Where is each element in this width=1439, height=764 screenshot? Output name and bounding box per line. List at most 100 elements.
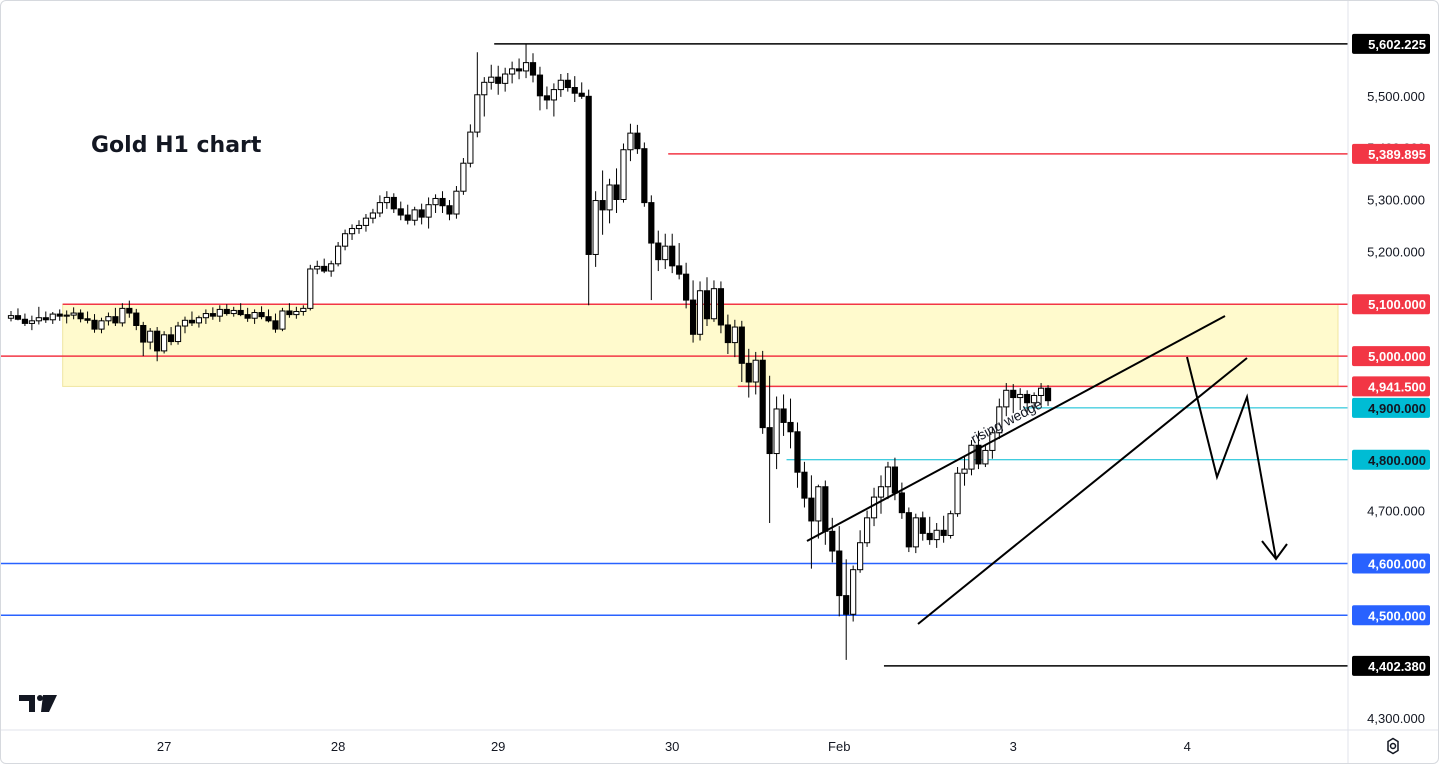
svg-text:5,100.000: 5,100.000 xyxy=(1368,297,1426,312)
candle xyxy=(843,559,850,660)
candle xyxy=(599,170,606,235)
candle xyxy=(147,328,154,350)
candle xyxy=(509,61,516,84)
candle xyxy=(724,314,731,355)
price-badge: 4,800.000 xyxy=(1352,449,1430,470)
candle xyxy=(474,52,481,138)
x-tick-label: 29 xyxy=(491,739,505,754)
candle xyxy=(975,430,982,470)
candle xyxy=(167,327,175,346)
svg-text:5,602.225: 5,602.225 xyxy=(1368,37,1426,52)
candle xyxy=(397,201,404,221)
candle xyxy=(425,197,432,229)
candle xyxy=(133,308,140,331)
candle xyxy=(731,319,738,358)
candle xyxy=(884,461,892,500)
candle xyxy=(237,303,244,317)
x-tick-label: 3 xyxy=(1010,739,1017,754)
candle xyxy=(954,467,961,517)
price-badge: 4,900.000 xyxy=(1352,397,1430,418)
candle xyxy=(174,321,182,345)
candle xyxy=(606,178,613,224)
candle xyxy=(877,475,885,514)
candle xyxy=(230,306,237,317)
tradingview-logo[interactable] xyxy=(19,695,57,712)
svg-text:4,800.000: 4,800.000 xyxy=(1368,453,1426,468)
candle xyxy=(244,307,251,322)
candle xyxy=(279,307,286,332)
candle xyxy=(794,422,801,488)
y-tick-label: 5,300.000 xyxy=(1367,193,1425,208)
candle xyxy=(801,461,808,508)
candle xyxy=(223,304,230,316)
candle xyxy=(314,260,321,275)
candle xyxy=(265,309,272,323)
candle xyxy=(703,277,711,327)
candle xyxy=(209,307,216,320)
candle xyxy=(905,507,912,553)
candle xyxy=(293,306,300,319)
candle xyxy=(752,351,759,395)
candle xyxy=(912,513,919,554)
candle xyxy=(933,523,940,548)
candle xyxy=(898,482,905,519)
candle xyxy=(119,303,126,327)
candle xyxy=(669,233,676,274)
candle xyxy=(383,191,390,209)
candle xyxy=(613,168,620,213)
candle xyxy=(745,348,752,398)
x-tick-label: 28 xyxy=(331,739,345,754)
candle xyxy=(300,305,307,316)
candle xyxy=(91,314,98,333)
candle xyxy=(286,303,293,318)
candle xyxy=(70,307,77,320)
candle xyxy=(863,510,871,547)
settings-icon[interactable] xyxy=(1387,737,1399,755)
candle xyxy=(63,310,70,324)
candle xyxy=(857,530,864,573)
candle xyxy=(585,89,592,306)
candle xyxy=(1031,392,1038,409)
candle xyxy=(926,516,933,545)
candle xyxy=(543,86,551,110)
candle xyxy=(98,317,105,334)
candle xyxy=(829,517,836,563)
candle xyxy=(717,281,725,334)
svg-text:5,000.000: 5,000.000 xyxy=(1368,349,1426,364)
candle xyxy=(188,311,196,327)
candle xyxy=(272,313,279,333)
candle xyxy=(446,200,453,221)
candle xyxy=(439,191,446,213)
candle xyxy=(961,455,968,486)
candle xyxy=(836,526,843,617)
candle xyxy=(460,158,467,195)
candle xyxy=(662,233,669,269)
candle xyxy=(411,206,418,226)
candle xyxy=(1044,385,1052,406)
candle xyxy=(655,230,662,272)
price-badge: 4,500.000 xyxy=(1352,605,1430,626)
candle xyxy=(105,312,112,326)
candle xyxy=(341,229,349,251)
candle xyxy=(787,398,794,449)
candle xyxy=(328,260,335,277)
price-badge: 5,602.225 xyxy=(1352,33,1430,54)
svg-text:4,900.000: 4,900.000 xyxy=(1368,401,1426,416)
svg-text:4,402.380: 4,402.380 xyxy=(1368,659,1426,674)
svg-text:4,500.000: 4,500.000 xyxy=(1368,608,1426,623)
candle xyxy=(689,280,697,343)
candle xyxy=(335,242,342,267)
candle xyxy=(418,203,425,225)
candle xyxy=(592,191,599,267)
candle xyxy=(766,375,773,524)
candle xyxy=(634,124,641,154)
candle xyxy=(453,186,460,219)
candle xyxy=(738,320,745,382)
wedge-lower-line xyxy=(917,357,1248,625)
candle xyxy=(7,310,15,322)
levels-layer xyxy=(1,43,1348,667)
candle xyxy=(536,66,544,111)
price-badge: 5,389.895 xyxy=(1352,143,1430,164)
